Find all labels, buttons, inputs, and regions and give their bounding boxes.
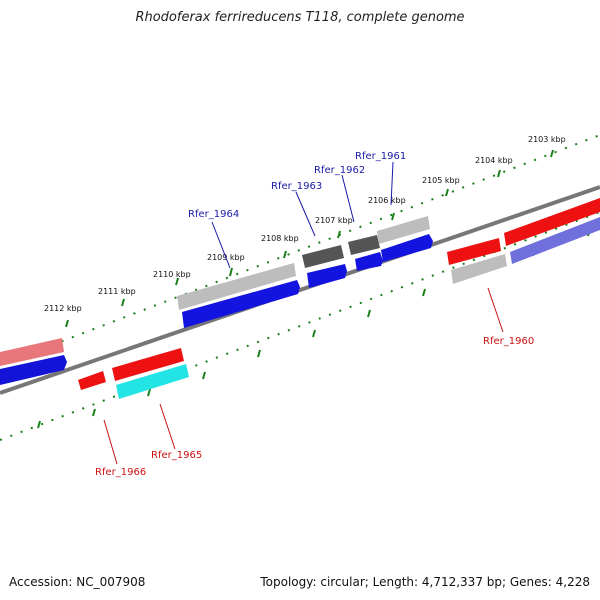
genome-backbone [0, 185, 600, 395]
label-leader [103, 419, 118, 465]
ruler-label: 2103 kbp [528, 135, 566, 144]
gene-label[interactable]: Rfer_1963 [271, 181, 322, 192]
gene-arrow[interactable] [177, 263, 296, 310]
topology-text: Topology: circular; Length: 4,712,337 bp… [260, 575, 590, 589]
ruler-label: 2111 kbp [98, 287, 136, 296]
gene-label[interactable]: Rfer_1966 [95, 467, 146, 478]
ruler-label: 2110 kbp [153, 270, 191, 279]
gene-arrow[interactable] [78, 371, 106, 390]
gene-arrow[interactable] [112, 348, 184, 381]
ruler-label: 2104 kbp [475, 156, 513, 165]
gene-arrow[interactable] [116, 364, 189, 399]
label-leader [390, 161, 394, 206]
gene-arrow[interactable] [355, 252, 383, 271]
label-leader [487, 287, 504, 333]
gene-label[interactable]: Rfer_1961 [355, 151, 406, 162]
label-leader [159, 403, 176, 450]
ruler-label: 2106 kbp [368, 196, 406, 205]
label-leader [211, 221, 231, 269]
gene-arrow[interactable] [377, 216, 430, 244]
gene-arrow[interactable] [510, 217, 600, 264]
label-leader [341, 174, 355, 223]
gene-arrow[interactable] [447, 238, 501, 265]
ruler-label: 2112 kbp [44, 304, 82, 313]
gene-arrow[interactable] [302, 245, 344, 268]
gene-arrow[interactable] [182, 280, 300, 328]
gene-label[interactable]: Rfer_1960 [483, 336, 534, 347]
ruler-label: 2108 kbp [261, 234, 299, 243]
gene-arrow[interactable] [307, 264, 347, 288]
gene-arrow[interactable] [381, 234, 433, 262]
gene-arrow[interactable] [451, 254, 507, 284]
bottom-ruler-track [0, 211, 600, 441]
gene-label[interactable]: Rfer_1965 [151, 450, 202, 461]
gene-arrow[interactable] [0, 355, 67, 385]
gene-arrow[interactable] [0, 338, 64, 366]
gene-label[interactable]: Rfer_1964 [188, 209, 239, 220]
ruler-label: 2105 kbp [422, 176, 460, 185]
gene-arrow[interactable] [504, 198, 600, 246]
map-title: Rhodoferax ferrireducens T118, complete … [135, 10, 465, 25]
ruler-label: 2107 kbp [315, 216, 353, 225]
top-ruler-track [0, 134, 600, 366]
gene-arrow[interactable] [348, 235, 380, 255]
label-leader [295, 191, 316, 237]
gene-label[interactable]: Rfer_1962 [314, 165, 365, 176]
accession-text: Accession: NC_007908 [9, 575, 146, 589]
